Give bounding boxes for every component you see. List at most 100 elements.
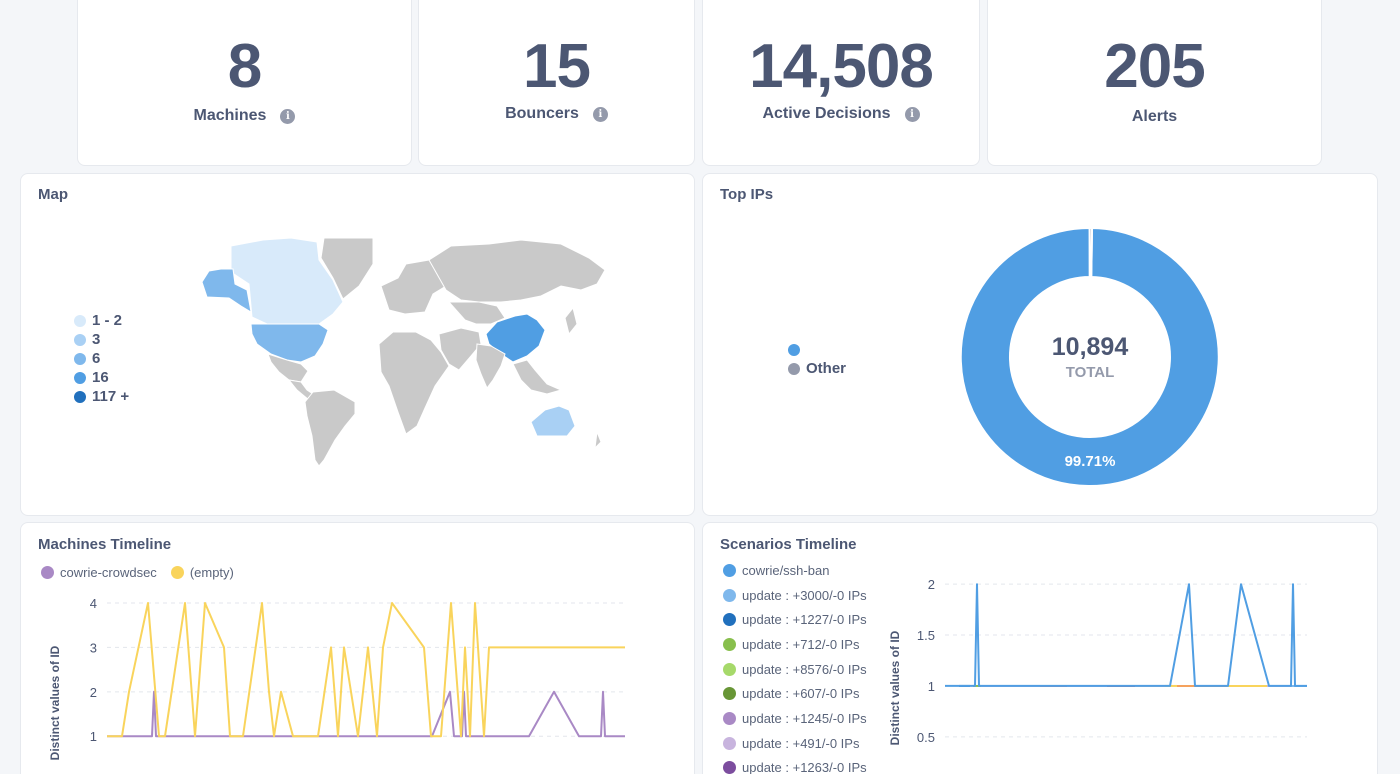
- legend-item[interactable]: update : +712/-0 IPs: [723, 632, 867, 657]
- map-legend: 1 - 2 3 6 16 117 +: [74, 311, 129, 406]
- legend-item[interactable]: 16: [74, 368, 129, 387]
- legend-item[interactable]: Other: [788, 359, 846, 378]
- stat-label: Active Decisions i: [703, 105, 979, 123]
- legend-dot-icon: [723, 662, 736, 676]
- y-tick-label: 2: [928, 577, 935, 592]
- map-region-south-america: [304, 389, 356, 467]
- legend-item[interactable]: update : +1245/-0 IPs: [723, 706, 867, 731]
- legend-dot-icon: [788, 343, 800, 356]
- machines-timeline-card: Machines Timeline cowrie-crowdsec (empty)…: [20, 522, 695, 774]
- legend-item[interactable]: 6: [74, 349, 129, 368]
- world-map[interactable]: [21, 174, 696, 517]
- stat-value: 8: [227, 32, 262, 101]
- legend-item[interactable]: update : +491/-0 IPs: [723, 731, 867, 756]
- legend-label: update : +607/-0 IPs: [742, 686, 860, 702]
- map-card: Map 1 - 2 3 6 16 117 +: [20, 173, 695, 516]
- map-region-usa: [250, 323, 329, 363]
- legend-item[interactable]: cowrie/ssh-ban: [723, 558, 867, 583]
- legend-label: 3: [92, 331, 101, 348]
- stat-card-bouncers[interactable]: 15 Bouncers i: [418, 0, 695, 166]
- legend-label: 16: [92, 369, 109, 386]
- top-ips-card: Top IPs Other 10,894 TOTAL 99.71%: [702, 173, 1378, 516]
- legend-item[interactable]: 1 - 2: [74, 311, 129, 330]
- map-region-japan: [564, 306, 578, 336]
- legend-dot-icon: [788, 362, 800, 375]
- y-tick-label: 3: [90, 640, 97, 655]
- legend-label: update : +1227/-0 IPs: [742, 612, 867, 628]
- stat-value: 15: [523, 32, 591, 101]
- legend-label: update : +1263/-0 IPs: [742, 760, 867, 774]
- stat-label: Machines i: [78, 107, 411, 125]
- legend-item[interactable]: update : +1263/-0 IPs: [723, 756, 867, 774]
- legend-item[interactable]: 117 +: [74, 387, 129, 406]
- scenarios-timeline-card: Scenarios Timeline cowrie/ssh-ban update …: [702, 522, 1378, 774]
- legend-dot-icon: [170, 565, 184, 579]
- stat-label: Bouncers i: [419, 105, 694, 123]
- map-region-new-zealand: [594, 431, 602, 450]
- donut-total-label: TOTAL: [1065, 364, 1115, 381]
- stat-label-text: Alerts: [1131, 108, 1178, 125]
- legend-item[interactable]: (empty): [170, 560, 234, 585]
- legend-dot-icon: [723, 711, 736, 725]
- legend-item[interactable]: [788, 340, 846, 359]
- legend-label: update : +3000/-0 IPs: [742, 587, 867, 603]
- legend-item[interactable]: cowrie-crowdsec: [41, 560, 157, 585]
- stat-card-active-decisions[interactable]: 14,508 Active Decisions i: [702, 0, 980, 166]
- donut-total-value: 10,894: [1051, 333, 1129, 361]
- legend-item[interactable]: update : +8576/-0 IPs: [723, 657, 867, 682]
- scenarios-timeline-chart[interactable]: 0.5 1 1.5 2 Distinct values of ID: [703, 523, 1379, 774]
- legend-dot-icon: [41, 565, 54, 579]
- stat-label-text: Active Decisions: [762, 105, 891, 122]
- legend-label: update : +491/-0 IPs: [742, 735, 860, 751]
- stat-label-text: Bouncers: [505, 105, 579, 122]
- legend-item[interactable]: update : +1227/-0 IPs: [723, 607, 867, 632]
- series-line-cowrie-ssh-ban: [945, 583, 1307, 687]
- map-region-greenland: [320, 237, 374, 300]
- card-title: Top IPs: [720, 186, 774, 203]
- map-region-europe: [380, 259, 447, 315]
- legend-label: (empty): [189, 564, 234, 580]
- legend-label: 1 - 2: [92, 312, 123, 329]
- series-line--empty-: [107, 602, 625, 738]
- scenarios-timeline-legend: cowrie/ssh-ban update : +3000/-0 IPs updat…: [723, 558, 867, 774]
- stat-card-alerts[interactable]: 205 Alerts: [987, 0, 1322, 166]
- stat-value: 205: [1104, 32, 1205, 101]
- donut-slice-label: 99.71%: [1064, 453, 1116, 470]
- map-region-india: [475, 343, 506, 389]
- map-region-canada: [230, 237, 344, 325]
- legend-item[interactable]: update : +607/-0 IPs: [723, 681, 867, 706]
- legend-dot-icon: [723, 613, 736, 627]
- info-icon[interactable]: i: [592, 107, 608, 122]
- legend-item[interactable]: 3: [74, 330, 129, 349]
- legend-label: update : +1245/-0 IPs: [742, 710, 867, 726]
- machines-timeline-chart[interactable]: 1 2 3 4 Distinct values of ID: [21, 523, 696, 774]
- card-title: Map: [38, 186, 68, 203]
- map-region-alaska: [201, 268, 252, 313]
- stat-label-text: Machines: [193, 107, 267, 124]
- y-axis-label: Distinct values of ID: [888, 630, 902, 745]
- legend-label: cowrie/ssh-ban: [742, 562, 830, 578]
- info-icon[interactable]: i: [280, 109, 296, 124]
- legend-dot-icon: [74, 314, 86, 327]
- legend-label: 6: [92, 350, 101, 367]
- stat-value: 14,508: [749, 32, 934, 101]
- legend-item[interactable]: update : +3000/-0 IPs: [723, 583, 867, 608]
- stat-card-machines[interactable]: 8 Machines i: [77, 0, 412, 166]
- machines-timeline-legend: cowrie-crowdsec (empty): [41, 560, 234, 585]
- top-ips-legend: Other: [788, 340, 846, 378]
- donut-chart[interactable]: [703, 174, 1379, 517]
- stat-label: Alerts: [988, 108, 1321, 126]
- legend-dot-icon: [74, 333, 86, 346]
- legend-label: update : +8576/-0 IPs: [742, 661, 867, 677]
- card-title: Machines Timeline: [38, 536, 172, 553]
- legend-dot-icon: [723, 687, 736, 701]
- y-tick-label: 1: [928, 679, 935, 694]
- legend-dot-icon: [723, 736, 736, 750]
- y-tick-label: 4: [90, 596, 97, 611]
- map-region-central-asia: [447, 301, 506, 325]
- legend-dot-icon: [74, 371, 86, 384]
- series-line-cowrie-crowdsec: [107, 690, 625, 738]
- legend-dot-icon: [74, 352, 86, 365]
- legend-label: 117 +: [92, 388, 130, 405]
- info-icon[interactable]: i: [904, 107, 920, 122]
